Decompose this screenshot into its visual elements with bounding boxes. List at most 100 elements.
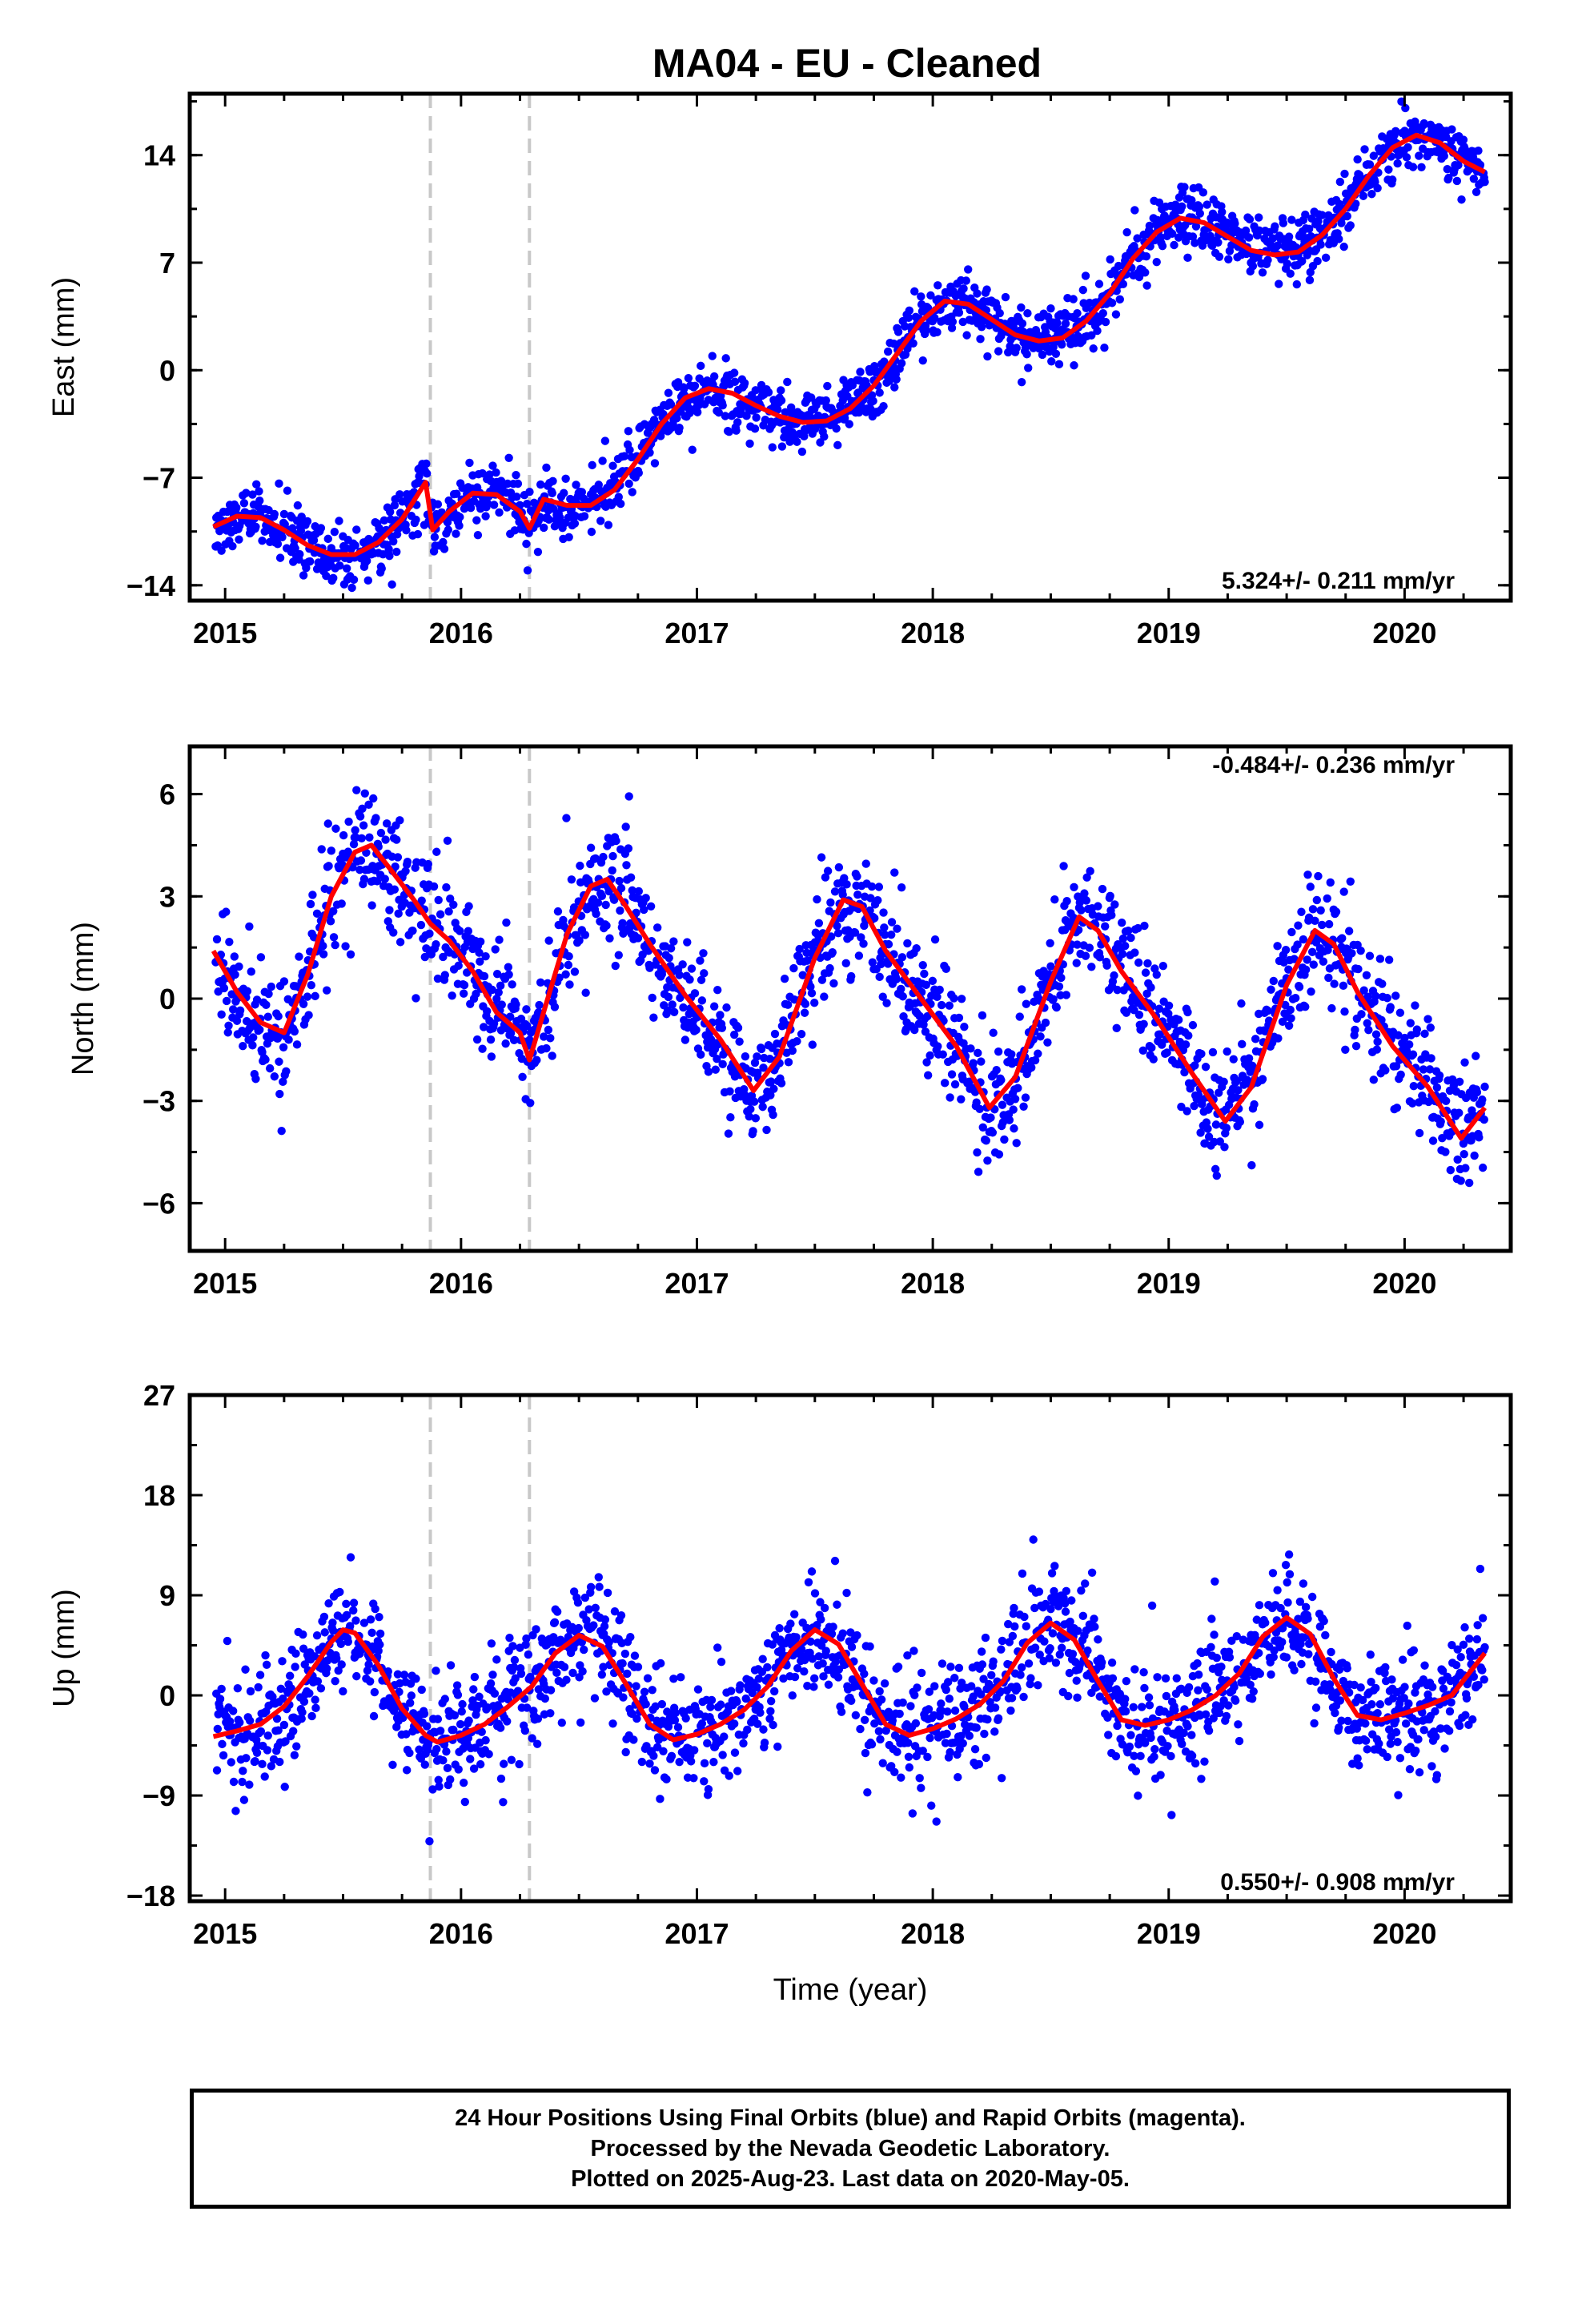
- up-data-point: [713, 1643, 722, 1652]
- up-data-point: [550, 1618, 560, 1627]
- up-data-point: [297, 1714, 306, 1723]
- north-data-point: [536, 978, 545, 987]
- north-data-point: [223, 1028, 232, 1037]
- up-data-point: [235, 1718, 244, 1727]
- north-data-point: [1134, 1011, 1144, 1019]
- north-data-point: [489, 1019, 499, 1028]
- north-data-point: [986, 1113, 995, 1122]
- up-data-point: [534, 1685, 543, 1694]
- up-data-point: [1017, 1663, 1026, 1672]
- north-data-point: [1211, 1164, 1220, 1174]
- east-data-point: [892, 375, 901, 384]
- north-data-point: [780, 974, 789, 983]
- up-data-point: [867, 1739, 877, 1749]
- north-data-point: [923, 1011, 932, 1021]
- up-data-point: [853, 1630, 861, 1640]
- east-data-point: [577, 488, 587, 497]
- up-data-point: [586, 1582, 596, 1592]
- up-data-point: [946, 1663, 955, 1671]
- up-data-point: [245, 1780, 254, 1789]
- east-data-point: [909, 339, 917, 348]
- north-data-point: [601, 900, 610, 910]
- north-data-point: [279, 977, 289, 986]
- east-y-axis-label: East (mm): [47, 277, 81, 417]
- north-data-point: [649, 1013, 658, 1022]
- up-data-point: [375, 1640, 384, 1649]
- east-data-point: [764, 388, 773, 397]
- east-data-point: [1141, 268, 1150, 277]
- north-data-point: [683, 938, 692, 947]
- up-data-point: [225, 1717, 235, 1726]
- up-data-point: [633, 1663, 643, 1671]
- east-data-point: [934, 281, 942, 290]
- north-data-point: [1446, 1165, 1455, 1175]
- north-data-point: [724, 1129, 733, 1138]
- north-data-point: [624, 792, 633, 801]
- up-data-point: [477, 1727, 486, 1736]
- up-data-point: [1147, 1601, 1157, 1610]
- up-data-point: [610, 1606, 620, 1616]
- up-data-point: [367, 1628, 376, 1638]
- east-data-point: [1069, 295, 1078, 304]
- north-data-point: [1287, 1014, 1295, 1023]
- north-data-point: [833, 922, 841, 931]
- up-data-point: [671, 1708, 680, 1718]
- north-y-tick-label: −3: [143, 1085, 175, 1118]
- up-data-point: [590, 1694, 600, 1703]
- north-data-point: [945, 1001, 954, 1010]
- up-data-point: [521, 1640, 530, 1650]
- up-data-point: [532, 1739, 542, 1748]
- north-data-point: [758, 1102, 767, 1112]
- up-data-point: [289, 1727, 298, 1735]
- east-data-point: [465, 458, 474, 468]
- east-data-point: [1100, 344, 1109, 352]
- north-data-point: [222, 996, 231, 1006]
- east-data-point: [690, 381, 700, 390]
- north-data-point: [443, 836, 452, 845]
- up-data-point: [342, 1610, 351, 1620]
- north-data-point: [618, 919, 627, 928]
- east-y-tick-label: −14: [126, 569, 175, 602]
- up-data-point: [366, 1677, 375, 1686]
- up-data-point: [1278, 1638, 1287, 1647]
- east-data-point: [921, 326, 930, 335]
- north-data-point: [982, 1136, 990, 1145]
- east-data-point: [1203, 200, 1211, 209]
- north-data-point: [365, 833, 374, 842]
- up-data-point: [1067, 1596, 1076, 1605]
- north-data-point: [1323, 946, 1332, 955]
- north-data-point: [1238, 1039, 1247, 1049]
- east-data-point: [856, 368, 865, 376]
- north-data-point: [718, 1059, 727, 1069]
- up-data-point: [508, 1642, 517, 1651]
- up-data-point: [1113, 1721, 1122, 1731]
- north-data-point: [569, 903, 579, 912]
- north-data-point: [1408, 1050, 1418, 1059]
- north-y-tick-label: 3: [159, 880, 175, 913]
- east-data-point: [248, 490, 257, 499]
- north-data-point: [700, 969, 709, 978]
- east-data-point: [1214, 238, 1223, 247]
- up-data-point: [1194, 1686, 1203, 1695]
- north-data-point: [1041, 1018, 1050, 1027]
- up-data-point: [458, 1699, 467, 1709]
- east-data-point: [1107, 299, 1117, 308]
- north-data-point: [1478, 1163, 1488, 1172]
- up-data-point: [562, 1675, 571, 1684]
- up-data-point: [946, 1747, 954, 1757]
- east-data-point: [1321, 253, 1331, 263]
- east-data-point: [1078, 285, 1087, 295]
- up-data-point: [486, 1679, 496, 1688]
- up-data-point: [523, 1703, 532, 1712]
- east-data-point: [232, 503, 241, 512]
- east-data-point: [387, 580, 396, 589]
- up-data-point: [937, 1699, 946, 1708]
- east-data-point: [390, 501, 400, 510]
- north-data-point: [1094, 902, 1102, 911]
- east-data-point: [1218, 207, 1227, 216]
- up-data-point: [704, 1785, 713, 1794]
- north-data-point: [344, 817, 353, 826]
- north-data-point: [793, 1036, 801, 1046]
- up-data-point: [1284, 1550, 1294, 1559]
